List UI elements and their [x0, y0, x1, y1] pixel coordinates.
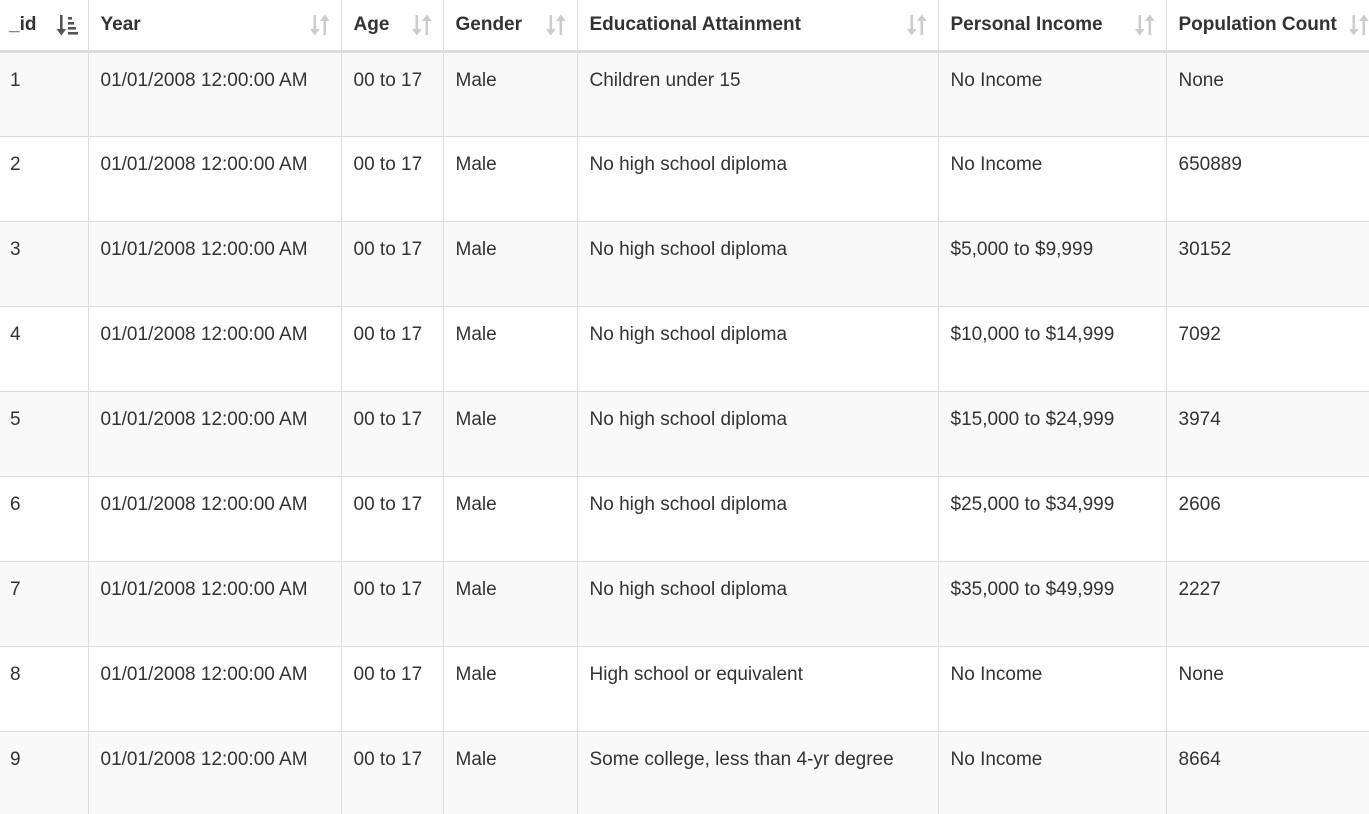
sort-amount-asc-icon[interactable]	[56, 12, 78, 38]
cell-population-count: 30152	[1166, 221, 1369, 307]
cell-age: 00 to 17	[341, 221, 444, 307]
cell-id: 4	[0, 306, 89, 392]
cell-year: 01/01/2008 12:00:00 AM	[88, 476, 342, 562]
column-header-label: Year	[100, 14, 141, 35]
table-body: 1 01/01/2008 12:00:00 AM 00 to 17 Male Child…	[0, 51, 1369, 814]
cell-educational-attainment: Some college, less than 4-yr degree	[577, 731, 939, 814]
cell-year: 01/01/2008 12:00:00 AM	[88, 221, 342, 307]
cell-id: 9	[0, 731, 89, 814]
table-row: 6 01/01/2008 12:00:00 AM 00 to 17 Male No hi…	[0, 476, 1369, 562]
cell-gender: Male	[443, 476, 578, 562]
cell-personal-income: No Income	[938, 51, 1167, 137]
cell-age: 00 to 17	[341, 476, 444, 562]
cell-personal-income: $15,000 to $24,999	[938, 391, 1167, 477]
column-header-educational-attainment[interactable]: Educational Attainment	[577, 0, 939, 53]
table-row: 3 01/01/2008 12:00:00 AM 00 to 17 Male No hi…	[0, 221, 1369, 307]
cell-gender: Male	[443, 561, 578, 647]
cell-population-count: 650889	[1166, 136, 1369, 222]
cell-personal-income: $35,000 to $49,999	[938, 561, 1167, 647]
cell-year: 01/01/2008 12:00:00 AM	[88, 136, 342, 222]
sort-icon[interactable]	[1348, 12, 1369, 38]
cell-population-count: None	[1166, 51, 1369, 137]
cell-age: 00 to 17	[341, 136, 444, 222]
cell-age: 00 to 17	[341, 731, 444, 814]
cell-educational-attainment: No high school diploma	[577, 136, 939, 222]
cell-educational-attainment: No high school diploma	[577, 221, 939, 307]
table-row: 4 01/01/2008 12:00:00 AM 00 to 17 Male No hi…	[0, 306, 1369, 392]
column-header-label: Age	[353, 14, 390, 35]
sort-icon[interactable]	[906, 12, 928, 38]
cell-gender: Male	[443, 731, 578, 814]
cell-personal-income: $10,000 to $14,999	[938, 306, 1167, 392]
cell-population-count: 8664	[1166, 731, 1369, 814]
column-header-label: Educational Attainment	[589, 14, 801, 35]
cell-gender: Male	[443, 646, 578, 732]
column-header-personal-income[interactable]: Personal Income	[938, 0, 1167, 53]
column-header-population-count[interactable]: Population Count	[1166, 0, 1369, 53]
column-header-age[interactable]: Age	[341, 0, 444, 53]
column-header-label: _id	[9, 14, 37, 35]
cell-personal-income: No Income	[938, 731, 1167, 814]
cell-educational-attainment: High school or equivalent	[577, 646, 939, 732]
cell-age: 00 to 17	[341, 306, 444, 392]
sort-icon[interactable]	[411, 12, 433, 38]
cell-personal-income: No Income	[938, 136, 1167, 222]
column-header-id[interactable]: _id	[0, 0, 89, 53]
cell-educational-attainment: No high school diploma	[577, 391, 939, 477]
cell-population-count: 2606	[1166, 476, 1369, 562]
cell-id: 8	[0, 646, 89, 732]
cell-age: 00 to 17	[341, 391, 444, 477]
cell-year: 01/01/2008 12:00:00 AM	[88, 646, 342, 732]
sort-icon[interactable]	[309, 12, 331, 38]
cell-educational-attainment: No high school diploma	[577, 306, 939, 392]
cell-year: 01/01/2008 12:00:00 AM	[88, 391, 342, 477]
cell-id: 7	[0, 561, 89, 647]
cell-gender: Male	[443, 306, 578, 392]
column-header-year[interactable]: Year	[88, 0, 342, 53]
table-row: 1 01/01/2008 12:00:00 AM 00 to 17 Male Child…	[0, 51, 1369, 137]
cell-id: 2	[0, 136, 89, 222]
sort-icon[interactable]	[545, 12, 567, 38]
cell-year: 01/01/2008 12:00:00 AM	[88, 51, 342, 137]
sort-icon[interactable]	[1134, 12, 1156, 38]
cell-year: 01/01/2008 12:00:00 AM	[88, 306, 342, 392]
cell-gender: Male	[443, 221, 578, 307]
cell-id: 3	[0, 221, 89, 307]
column-header-label: Population Count	[1178, 14, 1337, 35]
cell-age: 00 to 17	[341, 561, 444, 647]
cell-personal-income: $5,000 to $9,999	[938, 221, 1167, 307]
cell-age: 00 to 17	[341, 51, 444, 137]
cell-population-count: 2227	[1166, 561, 1369, 647]
cell-personal-income: No Income	[938, 646, 1167, 732]
column-header-gender[interactable]: Gender	[443, 0, 578, 53]
cell-id: 5	[0, 391, 89, 477]
cell-id: 6	[0, 476, 89, 562]
cell-educational-attainment: No high school diploma	[577, 476, 939, 562]
cell-population-count: 3974	[1166, 391, 1369, 477]
table-row: 9 01/01/2008 12:00:00 AM 00 to 17 Male Some …	[0, 731, 1369, 814]
cell-gender: Male	[443, 136, 578, 222]
cell-year: 01/01/2008 12:00:00 AM	[88, 731, 342, 814]
cell-population-count: 7092	[1166, 306, 1369, 392]
cell-year: 01/01/2008 12:00:00 AM	[88, 561, 342, 647]
column-header-label: Gender	[455, 14, 523, 35]
cell-age: 00 to 17	[341, 646, 444, 732]
cell-gender: Male	[443, 51, 578, 137]
table-row: 5 01/01/2008 12:00:00 AM 00 to 17 Male No hi…	[0, 391, 1369, 477]
cell-educational-attainment: No high school diploma	[577, 561, 939, 647]
table-row: 8 01/01/2008 12:00:00 AM 00 to 17 Male High …	[0, 646, 1369, 732]
cell-id: 1	[0, 51, 89, 137]
table-row: 2 01/01/2008 12:00:00 AM 00 to 17 Male No hi…	[0, 136, 1369, 222]
header-row: _id Year Age Gender Educational Attainment Pe…	[0, 0, 1369, 53]
cell-gender: Male	[443, 391, 578, 477]
table-row: 7 01/01/2008 12:00:00 AM 00 to 17 Male No hi…	[0, 561, 1369, 647]
cell-population-count: None	[1166, 646, 1369, 732]
cell-educational-attainment: Children under 15	[577, 51, 939, 137]
column-header-label: Personal Income	[950, 14, 1103, 35]
cell-personal-income: $25,000 to $34,999	[938, 476, 1167, 562]
table-header: _id Year Age Gender Educational Attainment Pe…	[0, 0, 1369, 53]
